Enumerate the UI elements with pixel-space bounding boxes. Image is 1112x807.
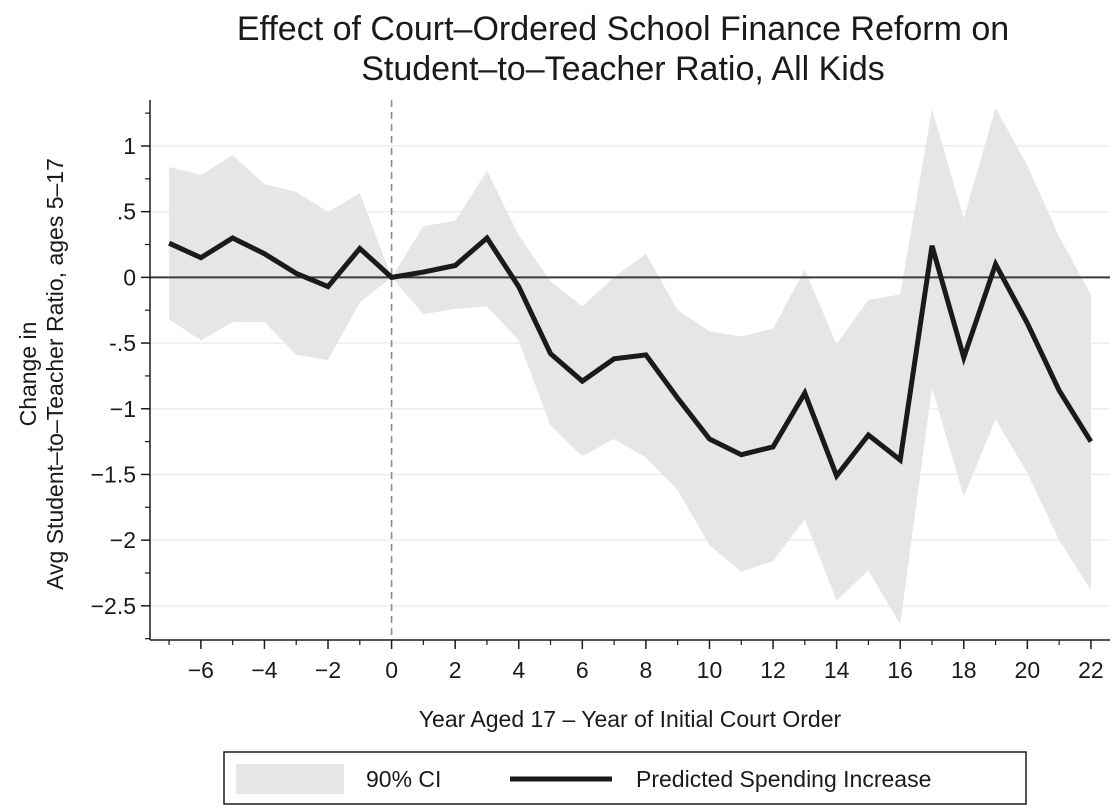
x-tick-label: 16	[887, 657, 913, 683]
y-tick-label: −1.5	[91, 461, 136, 487]
x-tick-label: 8	[639, 657, 652, 683]
legend: 90% CI Predicted Spending Increase	[223, 751, 1027, 805]
x-tick-label: 6	[576, 657, 589, 683]
legend-box	[223, 751, 1027, 805]
x-tick-label: −4	[251, 657, 277, 683]
series-line	[168, 234, 1094, 481]
y-tick-label: −2	[110, 527, 136, 553]
x-tick-label: −6	[188, 657, 214, 683]
x-tick-label: 2	[449, 657, 462, 683]
x-tick-label: 22	[1078, 657, 1104, 683]
plot-area: 1 .5 0 -.5 −1 −1.5 −2 −2.5 −6 −4 −2 0 2 4 6 8 10 12 14 16 18…	[91, 100, 1110, 683]
x-tick-label: −2	[315, 657, 341, 683]
x-tick-label: 18	[951, 657, 977, 683]
x-tick-label: 0	[385, 657, 398, 683]
y-tick-label: -.5	[109, 330, 136, 356]
y-tick-label: −1	[110, 396, 136, 422]
chart-title-line-1: Effect of Court–Ordered School Finance R…	[237, 10, 1009, 48]
legend-ci-swatch	[236, 764, 344, 794]
x-axis-title: Year Aged 17 – Year of Initial Court Ord…	[419, 706, 842, 732]
x-tick-label: 10	[697, 657, 723, 683]
y-axis-title-line-1: Change in	[15, 322, 41, 427]
x-tick-label: 12	[760, 657, 786, 683]
legend-ci-label: 90% CI	[366, 766, 441, 792]
y-tick-label: −2.5	[91, 593, 136, 619]
ci-band	[169, 107, 1091, 625]
chart-title-line-2: Student–to–Teacher Ratio, All Kids	[361, 50, 885, 88]
x-tick-label: 14	[824, 657, 850, 683]
y-axis-title-line-2: Avg Student–to–Teacher Ratio, ages 5–17	[42, 158, 68, 590]
legend-line-label: Predicted Spending Increase	[636, 766, 931, 792]
x-tick-label: 20	[1015, 657, 1041, 683]
y-tick-label: 0	[123, 264, 136, 290]
y-tick-label: .5	[117, 199, 136, 225]
y-tick-label: 1	[123, 133, 136, 159]
x-tick-label: 4	[512, 657, 525, 683]
